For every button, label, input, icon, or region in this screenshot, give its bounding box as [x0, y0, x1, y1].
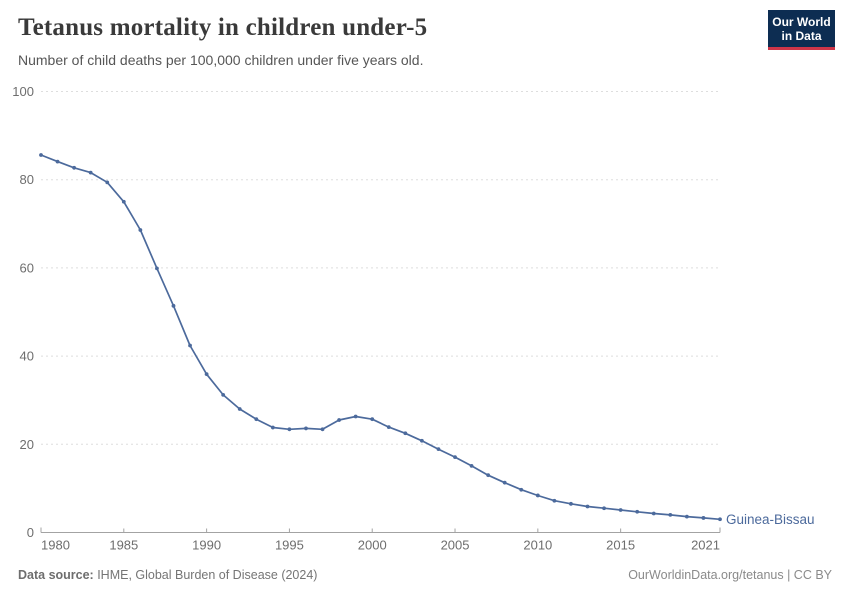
data-point: [552, 498, 557, 503]
y-tick-label: 60: [20, 260, 34, 275]
data-point: [502, 480, 507, 485]
y-tick-label: 40: [20, 349, 34, 364]
data-point: [602, 506, 606, 511]
line-chart: 0 20 40 60 80 100 1980 1985 1990 1995 2000 2005 2010…: [12, 84, 815, 553]
data-point: [88, 170, 93, 175]
data-point: [270, 425, 275, 430]
data-point: [701, 516, 706, 520]
data-point: [138, 228, 143, 232]
data-point: [237, 407, 242, 411]
data-point: [386, 425, 391, 430]
owid-logo-line2: in Data: [781, 28, 822, 43]
data-point: [569, 501, 573, 506]
data-point: [486, 473, 491, 478]
data-source-label: Data source:: [18, 568, 94, 582]
data-point: [370, 417, 375, 422]
data-point: [718, 517, 722, 522]
data-point: [155, 266, 159, 271]
y-tick-label: 100: [12, 84, 34, 99]
series-line: [40, 154, 721, 521]
x-tick-label: 2015: [606, 538, 635, 553]
data-source-text: Data source: IHME, Global Burden of Dise…: [18, 568, 317, 582]
data-point: [651, 511, 656, 516]
x-tick-label: 2000: [358, 538, 387, 553]
data-point: [618, 508, 623, 512]
chart-title: Tetanus mortality in children under-5: [18, 14, 428, 41]
data-point: [105, 180, 110, 185]
x-tick-label: 1980: [41, 538, 70, 553]
data-point: [72, 165, 77, 170]
y-tick-label: 0: [27, 525, 34, 540]
chart-footer: Data source: IHME, Global Burden of Dise…: [18, 568, 832, 582]
data-point: [204, 372, 209, 377]
y-tick-label: 20: [20, 437, 34, 452]
data-point: [320, 427, 325, 432]
data-point: [39, 153, 43, 157]
data-point: [121, 199, 126, 204]
data-point: [221, 393, 226, 397]
x-tick-label: 2021: [691, 538, 720, 553]
x-tick-label: 1995: [275, 538, 304, 553]
x-tick-label: 2010: [523, 538, 552, 553]
data-point: [304, 426, 308, 431]
entity-label: Guinea-Bissau: [726, 512, 815, 527]
data-point: [635, 509, 640, 514]
data-point: [403, 431, 408, 436]
x-tick-label: 1990: [192, 538, 221, 553]
x-tick-label: 2005: [441, 538, 470, 553]
data-point: [287, 427, 292, 432]
data-source-value: IHME, Global Burden of Disease (2024): [93, 568, 318, 582]
data-point: [353, 414, 358, 419]
data-point: [585, 504, 590, 509]
data-point: [453, 455, 457, 459]
footer-license-link[interactable]: OurWorldinData.org/tetanus | CC BY: [628, 568, 832, 582]
data-point: [519, 487, 524, 492]
data-point: [436, 447, 441, 452]
chart-subtitle: Number of child deaths per 100,000 child…: [18, 52, 424, 68]
data-point: [684, 514, 689, 519]
data-point: [337, 418, 341, 422]
data-point: [535, 493, 540, 498]
data-point: [420, 438, 424, 443]
data-point: [188, 343, 192, 348]
y-tick-label: 80: [20, 172, 34, 187]
x-tick-label: 1985: [109, 538, 138, 553]
data-point: [668, 512, 673, 517]
data-point: [469, 464, 474, 468]
owid-logo[interactable]: Our World in Data: [768, 10, 835, 50]
owid-logo-line1: Our World: [772, 14, 831, 29]
data-point: [254, 417, 259, 422]
data-point: [171, 303, 176, 308]
data-point: [55, 159, 60, 164]
